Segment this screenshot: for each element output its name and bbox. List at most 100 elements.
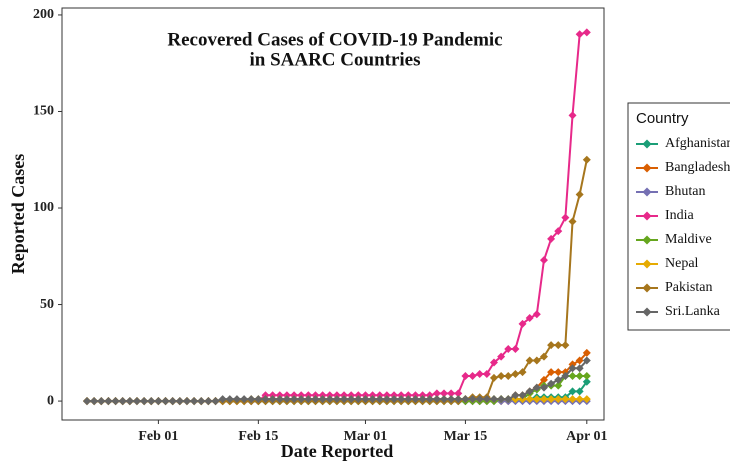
point	[582, 28, 591, 37]
point	[440, 395, 448, 404]
x-axis-title: Date Reported	[281, 441, 393, 461]
point	[554, 395, 563, 404]
point	[489, 373, 498, 382]
legend-swatch	[642, 163, 652, 173]
point	[204, 397, 213, 406]
point	[504, 395, 513, 404]
point	[211, 397, 220, 406]
point	[497, 395, 506, 404]
point	[354, 395, 363, 404]
legend-title: Country	[636, 110, 689, 127]
point	[497, 352, 506, 361]
chart-title: Recovered Cases of COVID-19 Pandemic	[167, 29, 502, 50]
legend-label: Pakistan	[665, 280, 712, 295]
point	[582, 371, 591, 380]
point	[218, 395, 227, 404]
point	[332, 395, 341, 404]
point	[132, 397, 141, 406]
point	[568, 217, 577, 226]
point	[154, 397, 163, 406]
x-tick-label: Feb 15	[238, 429, 278, 444]
point	[511, 370, 520, 379]
point	[554, 341, 563, 350]
point	[411, 395, 420, 404]
series-line	[87, 31, 588, 403]
point	[539, 256, 548, 265]
point	[582, 377, 591, 386]
point	[525, 356, 534, 365]
point	[547, 341, 556, 350]
point	[547, 379, 556, 388]
point	[582, 155, 591, 164]
point	[547, 395, 556, 404]
legend-swatch	[642, 211, 652, 221]
point	[568, 364, 577, 373]
legend-swatch	[642, 283, 652, 293]
point	[225, 395, 234, 404]
point	[539, 395, 548, 404]
point	[304, 395, 313, 404]
legend-label: India	[665, 208, 695, 223]
point	[404, 395, 413, 404]
point	[518, 319, 527, 328]
point	[575, 387, 584, 396]
point	[418, 395, 427, 404]
point	[518, 368, 527, 377]
point	[497, 371, 506, 380]
point	[182, 397, 191, 406]
point	[240, 395, 249, 404]
point	[532, 310, 541, 319]
point	[118, 397, 127, 406]
point	[468, 371, 477, 380]
point	[147, 397, 156, 406]
point	[168, 397, 177, 406]
point	[568, 387, 577, 396]
point	[232, 395, 241, 404]
point	[475, 370, 484, 379]
point	[461, 371, 470, 380]
point	[275, 395, 284, 404]
point	[97, 397, 106, 406]
legend-swatch	[642, 259, 652, 269]
point	[504, 344, 513, 353]
legend-label: Afghanistan	[665, 136, 730, 151]
point	[539, 375, 548, 384]
point	[161, 397, 170, 406]
point	[561, 371, 570, 380]
y-tick-label: 0	[47, 393, 54, 408]
point	[447, 389, 456, 398]
point	[454, 389, 463, 398]
y-tick-label: 150	[33, 104, 54, 119]
point	[504, 371, 513, 380]
point	[561, 395, 570, 404]
point	[440, 389, 448, 398]
x-tick-label: Mar 15	[444, 429, 488, 444]
point	[539, 383, 548, 392]
point	[482, 395, 491, 404]
legend-label: Nepal	[665, 256, 699, 271]
point	[575, 371, 584, 380]
point	[447, 395, 456, 404]
point	[554, 227, 563, 236]
point	[254, 395, 263, 404]
legend-label: Bangladesh	[665, 160, 730, 175]
point	[432, 395, 441, 404]
point	[489, 395, 498, 404]
legend-swatch	[642, 235, 652, 245]
point	[104, 397, 113, 406]
legend-swatch	[642, 187, 652, 197]
point	[461, 395, 470, 404]
point	[525, 314, 534, 323]
point	[261, 395, 270, 404]
point	[340, 395, 349, 404]
point	[382, 395, 391, 404]
point	[90, 397, 99, 406]
y-tick-label: 100	[33, 200, 54, 215]
y-axis-title: Reported Cases	[8, 154, 28, 274]
point	[397, 395, 406, 404]
point	[532, 395, 541, 404]
chart-title: in SAARC Countries	[249, 49, 420, 70]
point	[575, 364, 584, 373]
legend-label: Sri.Lanka	[665, 304, 721, 319]
point	[575, 190, 584, 199]
